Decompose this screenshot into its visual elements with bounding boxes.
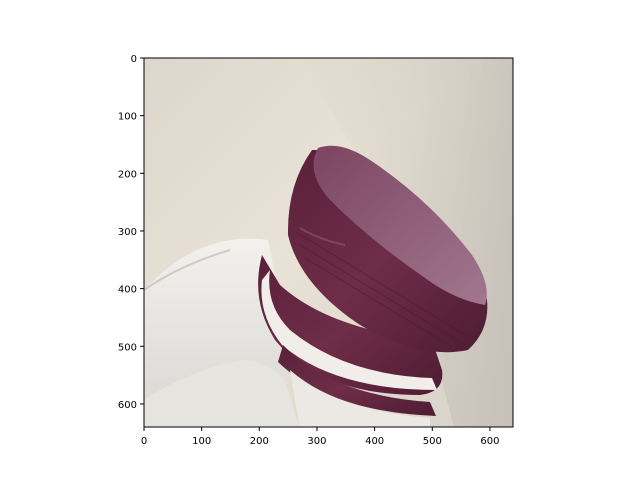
x-tick-label: 300 [307, 436, 326, 447]
y-tick-label: 200 [118, 169, 137, 180]
y-tick-label: 0 [131, 54, 137, 65]
y-tick-label: 100 [118, 112, 137, 123]
x-tick-label: 400 [365, 436, 384, 447]
y-axis: 0 100 200 300 400 500 600 [118, 54, 144, 411]
x-tick-label: 200 [250, 436, 269, 447]
axes-frame [143, 57, 514, 428]
x-axis: 0 100 200 300 400 500 600 [141, 427, 499, 447]
y-tick-label: 500 [118, 342, 137, 353]
x-tick-label: 100 [192, 436, 211, 447]
x-tick-label: 500 [423, 436, 442, 447]
y-tick-label: 300 [118, 227, 137, 238]
photo-image [144, 58, 513, 427]
x-tick-label: 600 [480, 436, 499, 447]
y-tick-label: 400 [118, 285, 137, 296]
x-tick-label: 0 [141, 436, 147, 447]
y-tick-label: 600 [118, 400, 137, 411]
